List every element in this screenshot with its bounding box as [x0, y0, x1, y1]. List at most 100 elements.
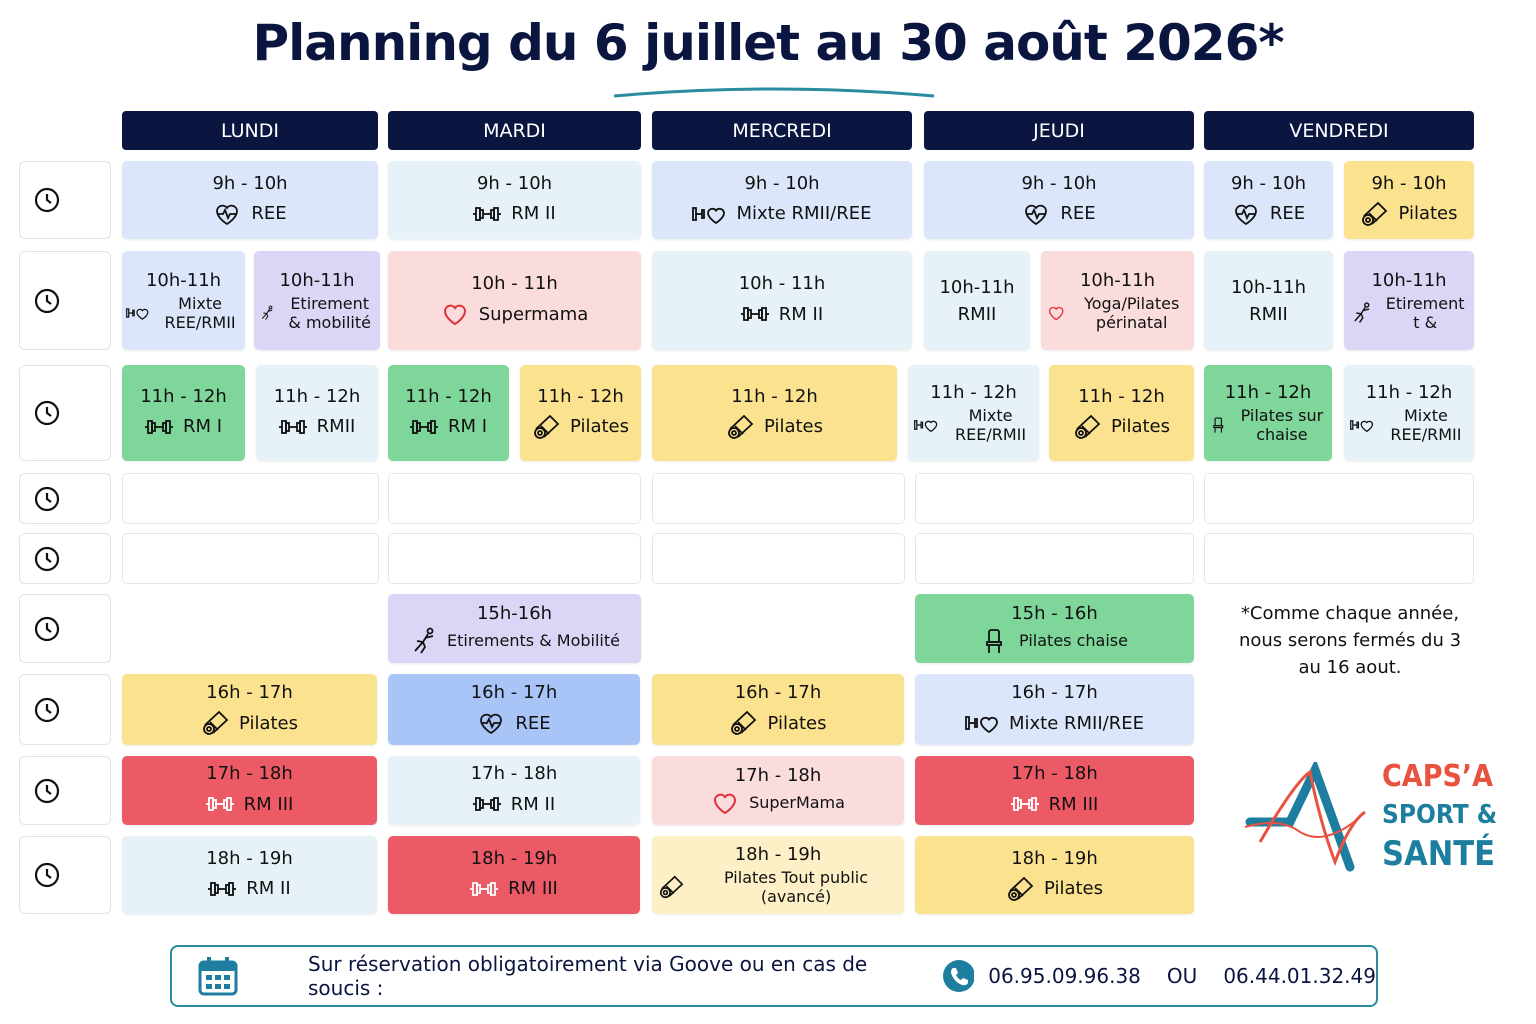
session-label: Mixte RMII/REE	[736, 203, 872, 224]
session-body: RM I	[144, 413, 222, 441]
icon	[470, 881, 499, 896]
session-time: 10h-11h	[1371, 269, 1447, 291]
session: 11h - 12h Pilates sur chaise	[1204, 365, 1332, 461]
icon	[714, 793, 737, 814]
clock-icon	[34, 187, 60, 213]
session-label: Pilates	[767, 712, 827, 734]
session-time: 17h - 18h	[734, 764, 822, 786]
hour-label	[19, 473, 111, 524]
session-time: 9h - 10h	[476, 172, 553, 194]
session-time: 9h - 10h	[212, 172, 288, 194]
session-body: RMII	[278, 413, 355, 441]
session-label: REE	[515, 712, 551, 734]
session-time: 15h-16h	[476, 602, 553, 624]
clock-icon	[34, 862, 60, 888]
session: 17h - 18h SuperMama	[652, 756, 904, 825]
session: 11h - 12h RMII	[256, 365, 378, 461]
session-body: RM III	[470, 875, 558, 903]
session-label: REE	[1060, 203, 1096, 224]
hour-label	[19, 161, 111, 239]
session: 16h - 17h Pilates	[652, 674, 904, 745]
session: 10h - 11h Supermama	[388, 251, 641, 350]
session-body: Mixte REE/RMII	[126, 294, 241, 332]
session: 17h - 18h RM II	[388, 756, 640, 825]
session-time: 10h-11h	[1230, 276, 1307, 298]
session-label: Supermama	[478, 303, 589, 325]
session-time: 16h - 17h	[470, 682, 558, 703]
icon	[216, 204, 239, 225]
session: 15h-16h Etirements & Mobilité	[388, 594, 641, 663]
session-label: RM II	[510, 793, 556, 815]
session-time: 11h - 12h	[1365, 382, 1453, 403]
session: 10h-11h Yoga/Pilates périnatal	[1041, 251, 1194, 350]
session-label: RM II	[778, 303, 824, 325]
hour-label	[19, 674, 111, 745]
hour-label	[19, 533, 111, 584]
session-time: 10h-11h	[279, 269, 355, 291]
logo-line: CAPS’A	[1382, 759, 1494, 794]
session-time: 16h - 17h	[734, 682, 822, 703]
session: 10h-11h RMII	[1204, 251, 1333, 350]
hour-label	[19, 594, 111, 663]
session-label: REE	[1269, 203, 1306, 224]
session-time: 11h - 12h	[930, 382, 1017, 403]
session-body: REE	[1022, 200, 1096, 228]
session-label: RM III	[243, 793, 294, 815]
booking-text: Sur réservation obligatoirement via Goov…	[308, 952, 868, 1000]
icon	[965, 716, 998, 734]
session-time: 17h - 18h	[470, 763, 558, 784]
session-time: 11h - 12h	[731, 385, 818, 407]
session-label: RM II	[511, 203, 556, 224]
session-label: RM II	[246, 878, 291, 899]
icon	[659, 875, 684, 899]
hour-label	[19, 251, 111, 350]
icon	[278, 419, 307, 434]
session-time: 10h-11h	[939, 276, 1015, 298]
icon	[480, 713, 503, 735]
session-body: Pilates	[201, 709, 298, 737]
icon	[692, 206, 726, 224]
session-label: Pilates	[1043, 878, 1103, 899]
session-time: 10h - 11h	[738, 273, 826, 294]
day-header: MARDI	[388, 111, 641, 150]
icon	[1010, 797, 1039, 811]
session-label: RMII	[1249, 303, 1288, 325]
phone-number: 06.44.01.32.49	[1223, 964, 1376, 988]
icon	[473, 206, 502, 221]
hour-label	[19, 365, 111, 461]
phone-number: 06.95.09.96.38	[988, 964, 1141, 988]
session-time: 16h - 17h	[206, 682, 293, 703]
session-body: RM II	[472, 790, 556, 818]
session-body: Mixte REE/RMII	[1350, 406, 1468, 444]
session: 9h - 10h Pilates	[1344, 161, 1474, 239]
session-body: Pilates	[729, 709, 827, 737]
session-label: REE	[251, 203, 287, 224]
icon	[414, 627, 434, 653]
session: 9h - 10h REE	[1204, 161, 1333, 239]
session-label: RMII	[957, 303, 997, 325]
icon	[208, 881, 237, 896]
session-time: 11h - 12h	[1224, 382, 1312, 403]
icon	[443, 304, 466, 326]
session-body: Pilates sur chaise	[1210, 406, 1326, 444]
logo: CAPS’A SPORT & SANTÉ	[1382, 758, 1497, 874]
session: 18h - 19h Pilates Tout public (avancé)	[652, 836, 904, 914]
session-time: 9h - 10h	[1371, 172, 1447, 194]
session-body: RMII	[1249, 304, 1288, 325]
session-label: RM III	[508, 878, 558, 899]
icon	[205, 797, 234, 811]
session: 11h - 12h Pilates	[520, 365, 641, 461]
session: 11h - 12h Pilates	[1049, 365, 1194, 461]
session: 9h - 10h RM II	[388, 161, 641, 239]
session-body: Pilates Tout public (avancé)	[658, 868, 898, 906]
icon	[1008, 876, 1034, 901]
session-label: Mixte RMII/REE	[1008, 712, 1144, 734]
session-time: 10h - 11h	[471, 273, 558, 294]
session-time: 17h - 18h	[206, 763, 293, 784]
session-label: Pilates	[569, 416, 629, 437]
session-body: REE	[477, 709, 551, 737]
session-body: Mixte REE/RMII	[914, 406, 1033, 444]
session: 16h - 17h Pilates	[122, 674, 377, 745]
session-body: RMII	[958, 304, 997, 325]
